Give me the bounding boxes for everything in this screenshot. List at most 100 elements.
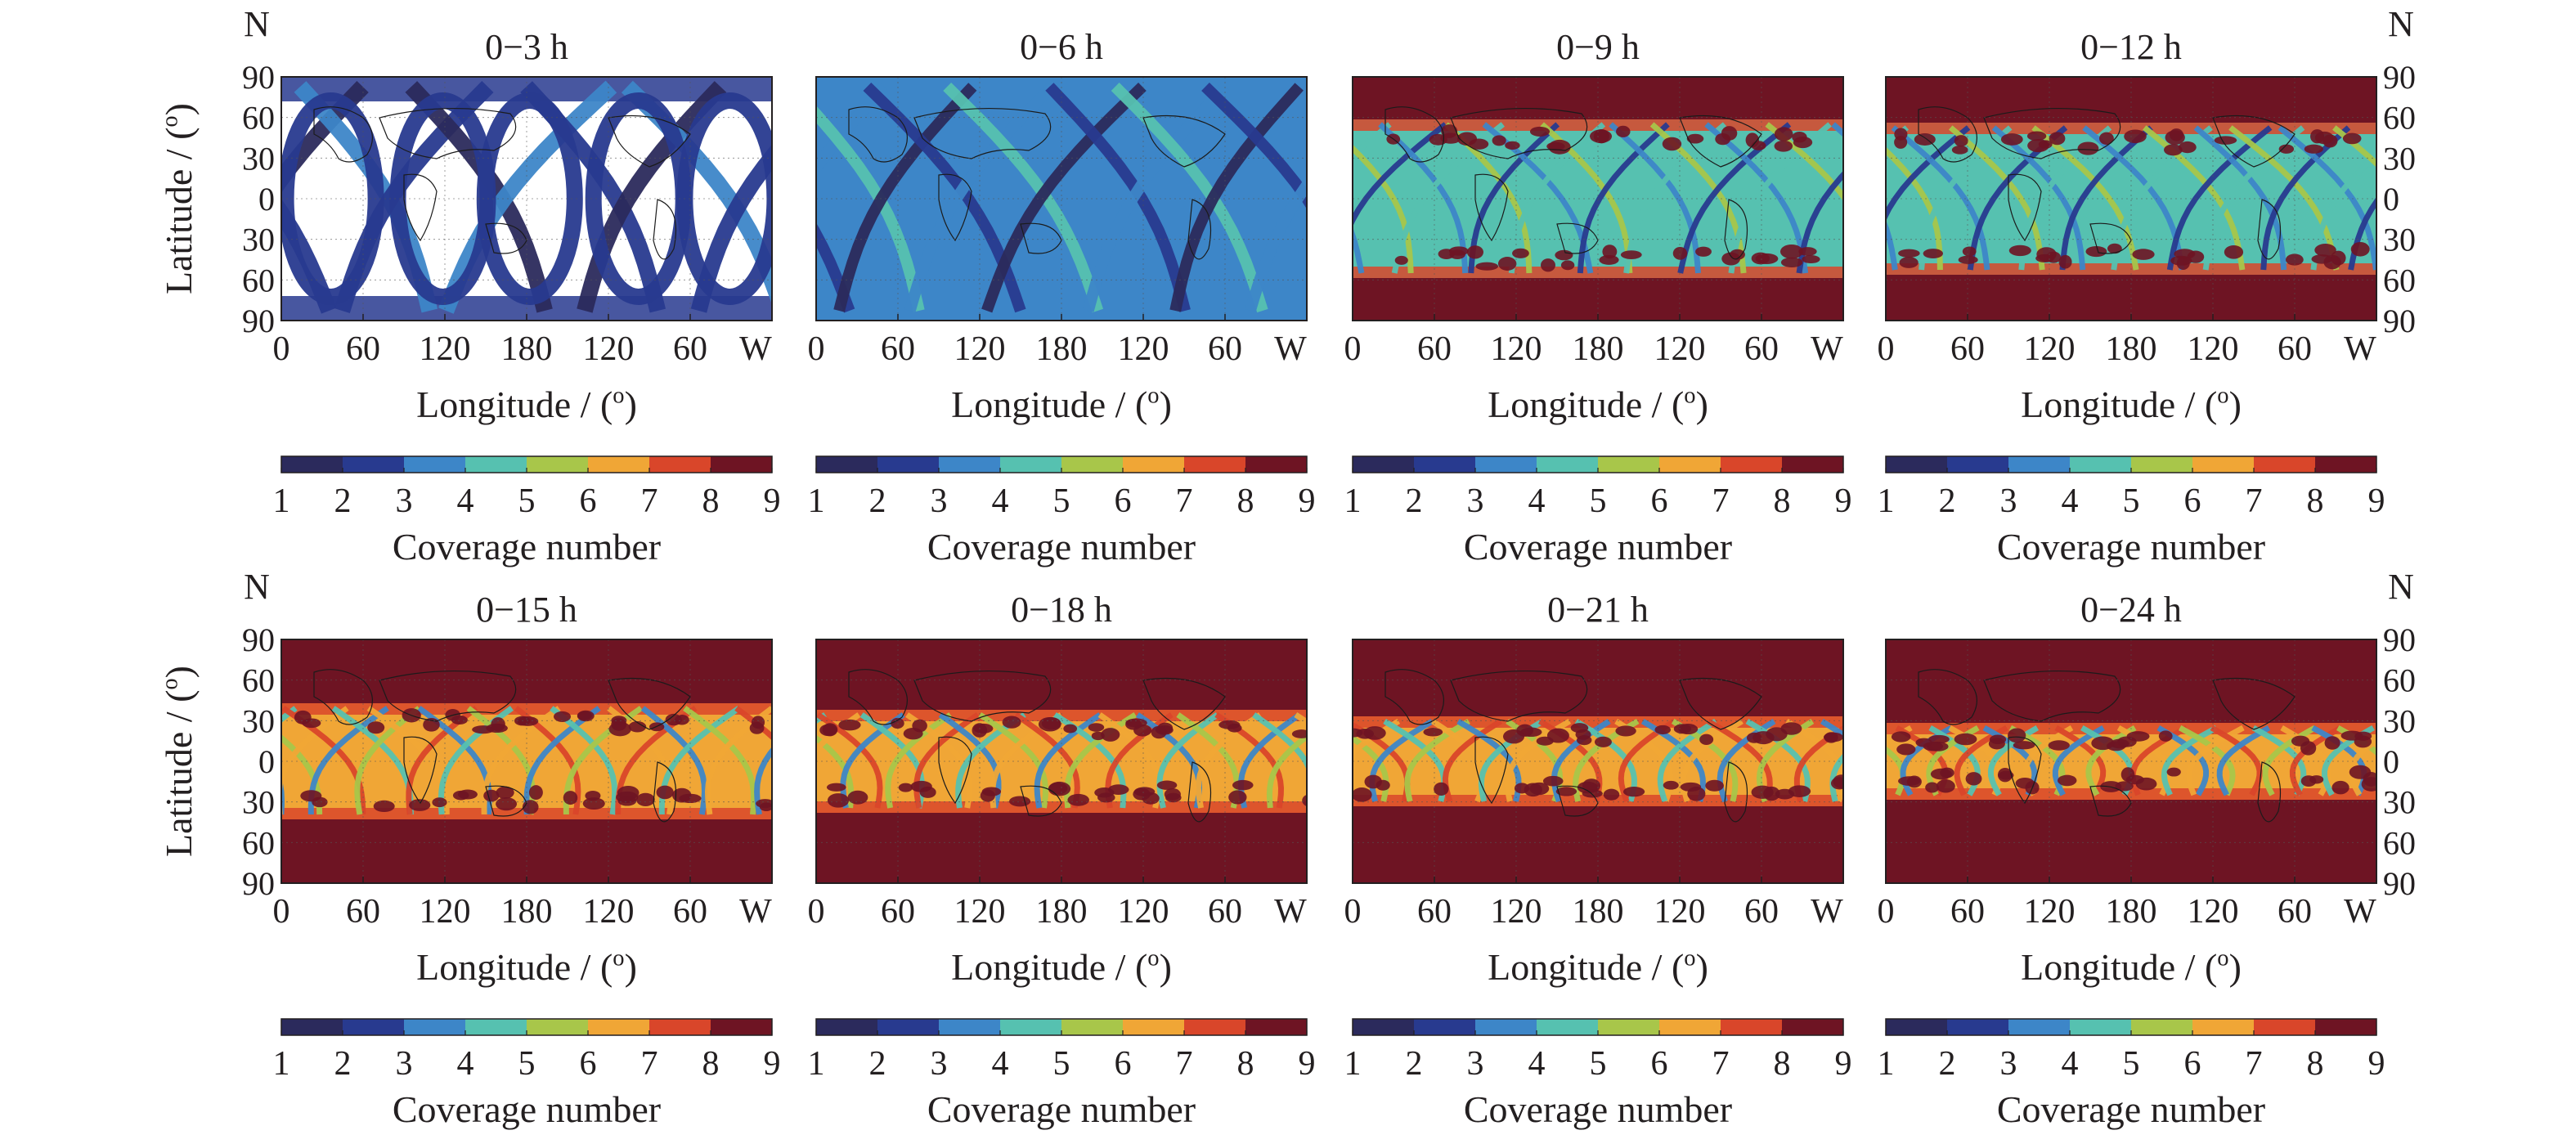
coverage-hotspot [577,711,592,720]
coverage-hotspot [1672,246,1688,260]
panel-title: 0−6 h [1020,27,1103,67]
coastline [1384,106,1444,163]
ground-track [640,706,708,815]
coverage-hotspot [1423,727,1443,737]
coastline [1020,222,1062,254]
colorbar-segment [465,456,527,473]
coverage-hotspot [1927,742,1949,751]
coverage-hotspot [2107,243,2122,254]
coverage-hotspot [2158,730,2173,742]
colorbar-tick-label: 2 [869,482,886,520]
x-tick-label: 0 [1878,893,1895,931]
coverage-hotspot [981,787,1002,796]
coverage-map [281,77,772,321]
coverage-hotspot [1088,723,1105,732]
coverage-hotspot [1695,246,1712,257]
coverage-hotspot [656,785,674,800]
colorbar-segment [1947,456,2009,473]
ground-track [1886,219,1898,271]
x-tick-label: 120 [2024,330,2076,368]
coverage-hotspot [1988,738,2005,750]
x-axis-label: Longitude / (o) [1488,384,1708,425]
coverage-hotspot [1514,783,1530,794]
coastline [1679,114,1762,168]
ground-track [1649,122,1747,274]
colorbar-tick-label: 8 [2307,1045,2324,1083]
coverage-hotspot [1529,126,1551,137]
x-tick-label: 180 [1036,330,1088,368]
ground-track [2085,725,2137,796]
coverage-hotspot [1802,255,1820,264]
coastline [1918,669,1977,725]
coverage-hotspot [1965,772,1982,786]
coverage-hotspot [1505,141,1520,150]
coverage-hotspot [2026,131,2047,141]
west-label: W [1274,330,1307,368]
colorbar-tick-label: 4 [2062,1045,2079,1083]
y-tick-label: 90 [242,865,275,902]
coverage-hotspot [2314,244,2336,257]
ground-track [1013,712,1080,809]
ground-track [2216,725,2271,796]
coverage-hotspot [1925,782,1940,793]
x-tick-label: 120 [954,893,1006,931]
coverage-hotspot [636,792,655,806]
x-tick-label: 180 [1573,893,1624,931]
coverage-hotspot [1958,255,1978,264]
ground-track [981,82,1147,313]
y-tick-label: 90 [2383,865,2416,902]
coverage-hotspot [585,791,601,801]
coverage-map [1353,639,1843,883]
map-panel: 0−12 h0 60 120 180 120 60 W9060300306090NLongi… [1878,4,2417,568]
coverage-hotspot [457,789,478,800]
coastline [403,173,438,242]
colorbar-tick-label: 3 [931,1045,948,1083]
coverage-hotspot [522,800,539,814]
colorbar-tick-label: 5 [1590,482,1607,520]
x-tick-label: 60 [2278,893,2312,931]
colorbar-tick-label: 8 [1237,482,1254,520]
ground-track [2348,737,2376,796]
ground-track [1508,122,1606,274]
map-panel: 0−24 h0 60 120 180 120 60 W9060300306090NLongi… [1878,567,2417,1130]
ground-track [816,222,855,313]
coverage-hotspot [1954,135,1968,147]
x-axis-label: Longitude / (o) [416,946,637,988]
coverage-hotspot [1599,254,1619,265]
coastline [1142,114,1226,168]
colorbar-segment [1000,1019,1062,1035]
y-tick-label: 30 [2383,140,2416,177]
coverage-hotspot [679,793,702,803]
colorbar-tick-label: 1 [273,1045,290,1083]
north-polar-band [1886,77,2376,123]
colorbar-segment [1598,1019,1660,1035]
x-tick-label: 0 [273,893,290,931]
colorbar-tick-label: 8 [702,482,720,520]
coverage-hotspot [432,797,447,808]
coverage-hotspot [1502,729,1525,744]
coastline [1474,736,1509,805]
coverage-hotspot [1915,738,1932,747]
colorbar-segment [1721,1019,1783,1035]
colorbar-tick-label: 2 [334,482,352,520]
coastline [2212,114,2296,168]
coverage-map [816,639,1307,883]
colorbar-segment [2070,456,2132,473]
ground-track [1266,733,1307,809]
coverage-hotspot [496,796,518,811]
coastline [653,199,677,260]
colorbar-segment [2254,456,2316,473]
colorbar-tick-label: 8 [2307,482,2324,520]
ground-track [978,712,1049,809]
colorbar-segment [2131,1019,2193,1035]
coverage-hotspot [1232,779,1254,791]
x-tick-label: 60 [1950,893,1985,931]
west-label: W [1811,893,1843,931]
x-tick-label: 120 [1654,330,1706,368]
colorbar-tick-label: 7 [2246,482,2263,520]
west-label: W [2344,893,2376,931]
colorbar-tick-label: 5 [1590,1045,1607,1083]
coverage-hotspot [1673,724,1692,734]
coverage-hotspot [1951,145,1968,155]
y-tick-label: 30 [2383,702,2416,739]
